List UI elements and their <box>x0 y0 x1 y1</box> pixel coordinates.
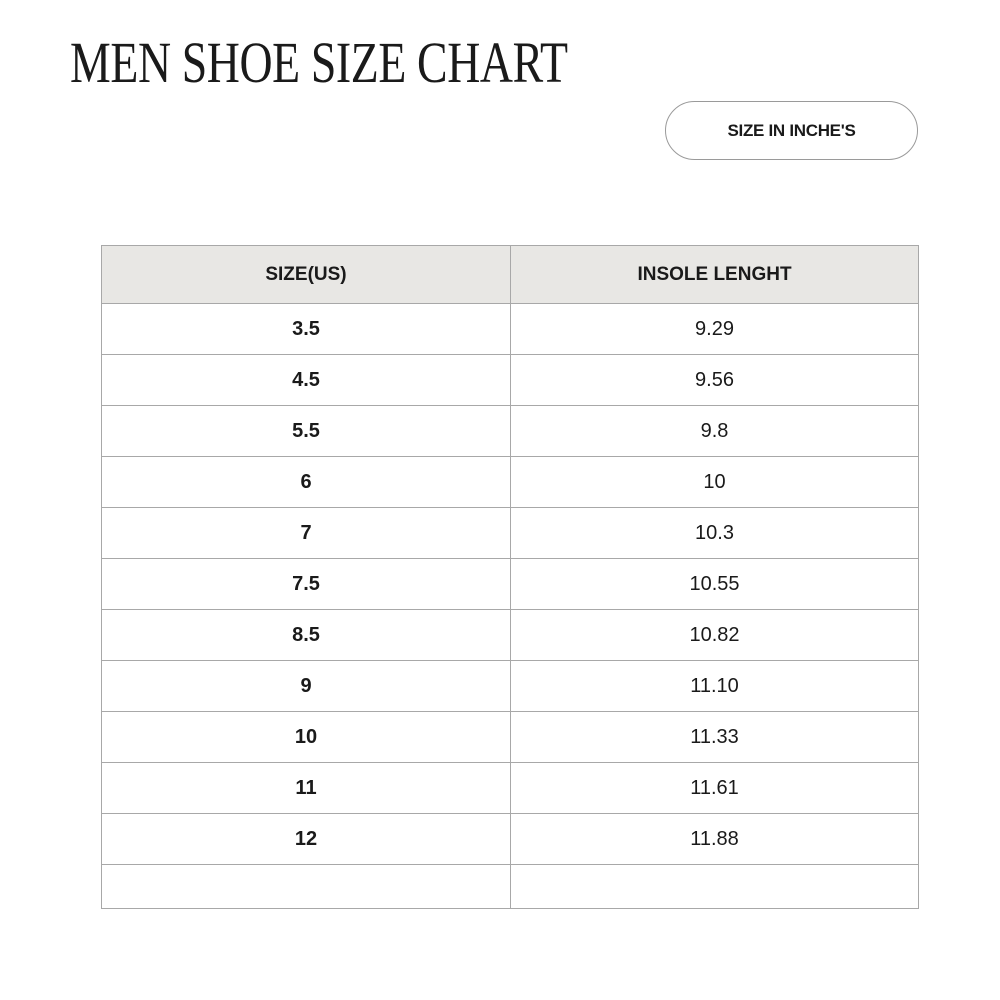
insole-length-cell: 11.10 <box>510 660 919 712</box>
table-row: 12 11.88 <box>101 813 919 865</box>
table-row: 11 11.61 <box>101 762 919 814</box>
size-cell <box>101 864 511 909</box>
size-cell: 4.5 <box>101 354 511 406</box>
header-insole-length: INSOLE LENGHT <box>510 245 919 304</box>
table-row: 4.5 9.56 <box>101 354 919 406</box>
insole-length-cell: 10 <box>510 456 919 508</box>
insole-length-cell: 10.55 <box>510 558 919 610</box>
size-cell: 8.5 <box>101 609 511 661</box>
table-row: 9 11.10 <box>101 660 919 712</box>
size-cell: 11 <box>101 762 511 814</box>
insole-length-cell: 11.88 <box>510 813 919 865</box>
size-cell: 5.5 <box>101 405 511 457</box>
insole-length-cell: 11.61 <box>510 762 919 814</box>
table-row: 6 10 <box>101 456 919 508</box>
size-cell: 6 <box>101 456 511 508</box>
table-row: 8.5 10.82 <box>101 609 919 661</box>
size-cell: 7 <box>101 507 511 559</box>
table-row <box>101 864 919 909</box>
insole-length-cell: 10.3 <box>510 507 919 559</box>
insole-length-cell: 9.56 <box>510 354 919 406</box>
size-cell: 7.5 <box>101 558 511 610</box>
header-size: SIZE(US) <box>101 245 511 304</box>
insole-length-cell: 9.29 <box>510 303 919 355</box>
insole-length-cell <box>510 864 919 909</box>
table-row: 7 10.3 <box>101 507 919 559</box>
size-cell: 12 <box>101 813 511 865</box>
table-row: 7.5 10.55 <box>101 558 919 610</box>
table-row: 5.5 9.8 <box>101 405 919 457</box>
table-row: 3.5 9.29 <box>101 303 919 355</box>
size-cell: 9 <box>101 660 511 712</box>
table-row: 10 11.33 <box>101 711 919 763</box>
size-cell: 3.5 <box>101 303 511 355</box>
insole-length-cell: 11.33 <box>510 711 919 763</box>
size-chart-table: SIZE(US) INSOLE LENGHT 3.5 9.29 4.5 9.56 5.5… <box>101 245 919 909</box>
table-header-row: SIZE(US) INSOLE LENGHT <box>101 245 919 304</box>
size-cell: 10 <box>101 711 511 763</box>
unit-badge: SIZE IN INCHE'S <box>665 101 918 160</box>
insole-length-cell: 10.82 <box>510 609 919 661</box>
insole-length-cell: 9.8 <box>510 405 919 457</box>
page-title: MEN SHOE SIZE CHART <box>70 30 568 95</box>
